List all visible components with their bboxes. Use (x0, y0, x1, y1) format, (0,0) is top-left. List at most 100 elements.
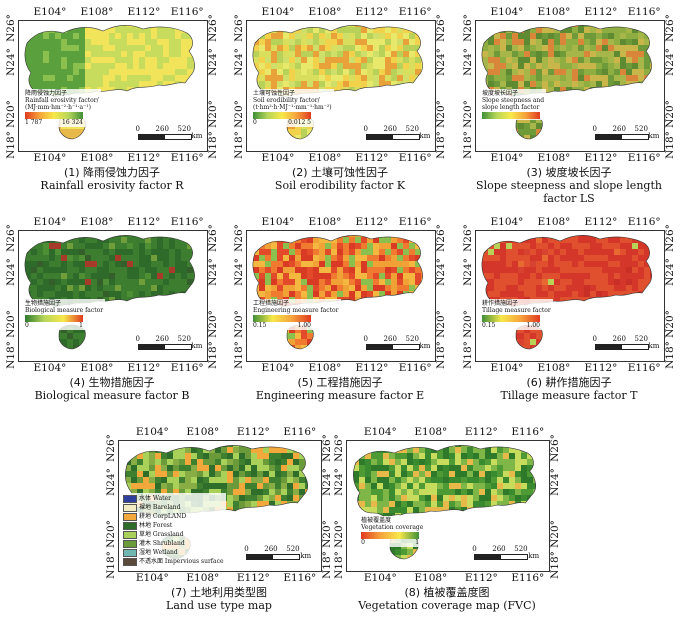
longitude-tick-top: E112° (355, 216, 388, 228)
longitude-tick-bot: E112° (355, 362, 388, 374)
latitude-tick-rgt: N20° (549, 520, 561, 548)
longitude-tick-bot: E116° (171, 152, 204, 164)
latitude-tick-rgt: N20° (435, 310, 447, 338)
scale-label: 520 (286, 545, 299, 553)
scale-label: 520 (406, 125, 419, 133)
longitude-tick-top: E108° (537, 6, 570, 18)
scale-label: 0 (136, 335, 140, 343)
legend-max: 1 (415, 539, 419, 546)
landuse-swatch (123, 540, 137, 548)
legend-title-en: Slope steepness and (482, 97, 544, 104)
landuse-label: 林地 Forest (139, 522, 172, 529)
longitude-tick-bot: E108° (537, 152, 570, 164)
longitude-tick-bot: E108° (537, 362, 570, 374)
longitude-tick-top: E108° (186, 426, 219, 438)
longitude-tick-top: E108° (308, 216, 341, 228)
landuse-swatch (123, 495, 137, 503)
longitude-tick-bot: E112° (584, 152, 617, 164)
landuse-swatch (123, 522, 137, 530)
latitude-tick-rgt: N20° (321, 520, 333, 548)
longitude-tick-top: E108° (308, 6, 341, 18)
longitude-tick-bot: E116° (511, 572, 544, 584)
legend-title-cn: 降雨侵蚀力因子 (25, 90, 99, 97)
longitude-tick-top: E112° (127, 216, 160, 228)
scale-bar-line (474, 554, 528, 560)
longitude-tick-bot: E112° (127, 362, 160, 374)
scale-bar-line (366, 344, 420, 350)
caption-cn: (2) 土壤可蚀性因子 (236, 166, 444, 179)
longitude-tick-bot: E112° (127, 152, 160, 164)
legend-title-cn: 耕作措施因子 (482, 300, 551, 307)
longitude-tick-top: E104° (490, 6, 523, 18)
legend-unit: (t·hm²·h·MJ⁻¹·mm⁻¹·hm⁻²) (253, 104, 332, 111)
scale-unit: km (192, 132, 203, 140)
latitude-tick-rgt: N24° (207, 258, 219, 286)
latitude-tick-rgt: N18° (321, 551, 333, 579)
longitude-tick-bot: E104° (490, 362, 523, 374)
latitude-tick-lft: N26° (5, 14, 17, 42)
legend-color-ramp (253, 112, 311, 119)
longitude-tick-bot: E104° (261, 152, 294, 164)
scale-label: 260 (492, 545, 505, 553)
legend-color-ramp (25, 315, 83, 322)
legend-max: 16 324 (62, 119, 83, 126)
caption-cn: (1) 降雨侵蚀力因子 (8, 166, 216, 179)
latitude-tick-lft: N26° (333, 434, 345, 462)
longitude-tick-top: E108° (537, 216, 570, 228)
latitude-tick-lft: N26° (5, 224, 17, 252)
landuse-legend-item: 灌木 Shrubland (123, 539, 224, 548)
legend-color-ramp (253, 315, 311, 322)
landuse-label: 水体 Water (139, 495, 171, 502)
landuse-legend-item: 耕地 CorpLAND (123, 512, 224, 521)
legend-color-ramp (482, 112, 540, 119)
legend-min: 0.15 (253, 322, 266, 329)
latitude-tick-rgt: N26° (664, 224, 676, 252)
longitude-tick-top: E104° (261, 6, 294, 18)
landuse-legend-item: 林地 Forest (123, 521, 224, 530)
latitude-tick-lft: N18° (462, 131, 474, 159)
longitude-tick-top: E116° (399, 216, 432, 228)
latitude-tick-rgt: N18° (207, 131, 219, 159)
caption-cn: (3) 坡度坡长因子 (465, 166, 673, 179)
longitude-tick-top: E108° (80, 216, 113, 228)
scale-label: 520 (635, 125, 648, 133)
latitude-tick-lft: N26° (105, 434, 117, 462)
latitude-tick-lft: N24° (462, 258, 474, 286)
latitude-tick-rgt: N20° (664, 310, 676, 338)
longitude-tick-top: E104° (33, 6, 66, 18)
latitude-tick-lft: N20° (5, 100, 17, 128)
legend-max: 1 (79, 322, 83, 329)
legend-title-en: Soil erodibility factor/ (253, 97, 332, 104)
longitude-tick-bot: E108° (308, 152, 341, 164)
latitude-tick-lft: N24° (5, 48, 17, 76)
scale-label: 0 (472, 545, 476, 553)
longitude-tick-top: E104° (490, 216, 523, 228)
latitude-tick-lft: N26° (233, 14, 245, 42)
latitude-tick-rgt: N26° (664, 14, 676, 42)
latitude-tick-lft: N18° (5, 341, 17, 369)
scale-label: 520 (406, 335, 419, 343)
scale-unit: km (192, 342, 203, 350)
longitude-tick-bot: E104° (136, 572, 169, 584)
scale-label: 0 (364, 125, 368, 133)
latitude-tick-rgt: N18° (664, 341, 676, 369)
longitude-tick-bot: E108° (308, 362, 341, 374)
caption-en: Rainfall erosivity factor R (8, 179, 216, 192)
scale-unit: km (420, 342, 431, 350)
caption-en: Biological measure factor B (8, 389, 216, 402)
legend-title-cn: 生物措施因子 (25, 300, 103, 307)
longitude-tick-top: E116° (399, 6, 432, 18)
longitude-tick-bot: E116° (628, 152, 661, 164)
